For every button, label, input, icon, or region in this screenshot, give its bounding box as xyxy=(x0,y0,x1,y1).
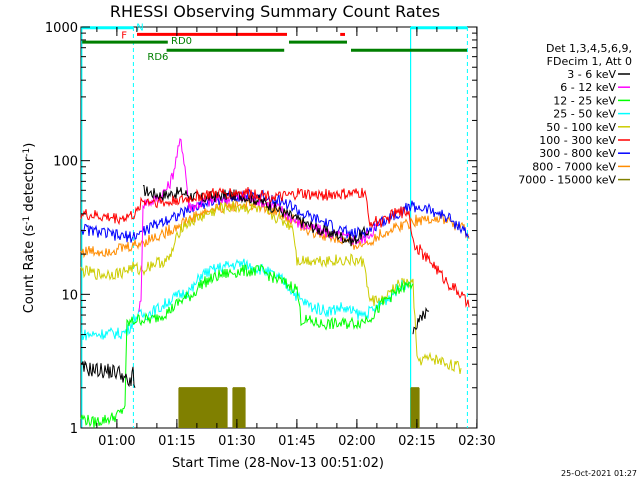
series-6-12-kev-line xyxy=(138,138,382,312)
x-tick-label: 01:45 xyxy=(278,434,315,449)
legend-entry-label: 3 - 6 keV xyxy=(567,68,616,81)
series-7000-15000-kev-bars xyxy=(410,387,420,428)
legend-entry-label: 300 - 800 keV xyxy=(539,147,616,160)
y-tick-label: 1000 xyxy=(45,21,78,36)
legend-entry-label: 12 - 25 keV xyxy=(553,94,616,107)
flag-label: RD6 xyxy=(147,52,168,63)
y-label-part: detector xyxy=(22,156,37,216)
series-800-7000-kev-line xyxy=(80,197,470,259)
y-label-part: ) xyxy=(22,143,37,148)
axes: 1 10 100 1000 01:00 01:15 01:30 01:45 02:00 02:15… xyxy=(45,21,496,449)
series-3-6-kev-segment xyxy=(412,306,430,335)
y-label-part: Count Rate (s xyxy=(22,225,37,314)
y-tick-label: 10 xyxy=(61,288,78,303)
y-label-superscript: -1 xyxy=(22,148,32,157)
y-tick-label: 100 xyxy=(53,155,78,170)
series-7000-15000-kev-bars xyxy=(178,387,228,428)
legend-entry-label: 800 - 7000 keV xyxy=(532,160,616,173)
y-tick-label: 1 xyxy=(70,422,78,437)
legend-entry-label: 100 - 300 keV xyxy=(539,134,616,147)
y-axis-label: Count Rate (s-1 detector-1) xyxy=(22,143,37,314)
legend-entry-label: 50 - 100 keV xyxy=(546,121,616,134)
series-3-6-kev-line xyxy=(142,184,370,247)
x-tick-label: 01:00 xyxy=(98,434,135,449)
flag-label: N xyxy=(136,23,143,34)
y-label-superscript: -1 xyxy=(22,216,32,225)
series-7000-15000-kev-bars xyxy=(232,387,246,428)
series-100-300-kev-line xyxy=(80,187,470,308)
chart-title: RHESSI Observing Summary Count Rates xyxy=(110,2,440,21)
flag-label: RD0 xyxy=(171,36,192,47)
series-3-6-kev-segment xyxy=(80,360,136,388)
flag-label: F xyxy=(121,30,127,41)
x-tick-label: 01:15 xyxy=(158,434,195,449)
series-layer xyxy=(80,138,470,428)
legend-entry-label: 7000 - 15000 keV xyxy=(518,174,616,187)
legend-header: Det 1,3,4,5,6,9, xyxy=(546,42,632,55)
footer-timestamp: 25-Oct-2021 01:27 xyxy=(561,469,637,478)
x-tick-label: 01:30 xyxy=(218,434,255,449)
plot-area xyxy=(80,26,478,429)
x-tick-label: 02:30 xyxy=(458,434,495,449)
x-tick-label: 02:15 xyxy=(398,434,435,449)
plot-frame xyxy=(80,26,478,429)
legend-entry-label: 6 - 12 keV xyxy=(560,81,616,94)
series-12-25-kev-line xyxy=(80,264,414,428)
legend-header: FDecim 1, Att 0 xyxy=(547,55,632,68)
legend-entry-label: 25 - 50 keV xyxy=(553,108,616,121)
x-axis-label: Start Time (28-Nov-13 00:51:02) xyxy=(172,456,384,471)
x-tick-label: 02:00 xyxy=(338,434,375,449)
legend: Det 1,3,4,5,6,9,FDecim 1, Att 03 - 6 keV… xyxy=(518,42,632,187)
